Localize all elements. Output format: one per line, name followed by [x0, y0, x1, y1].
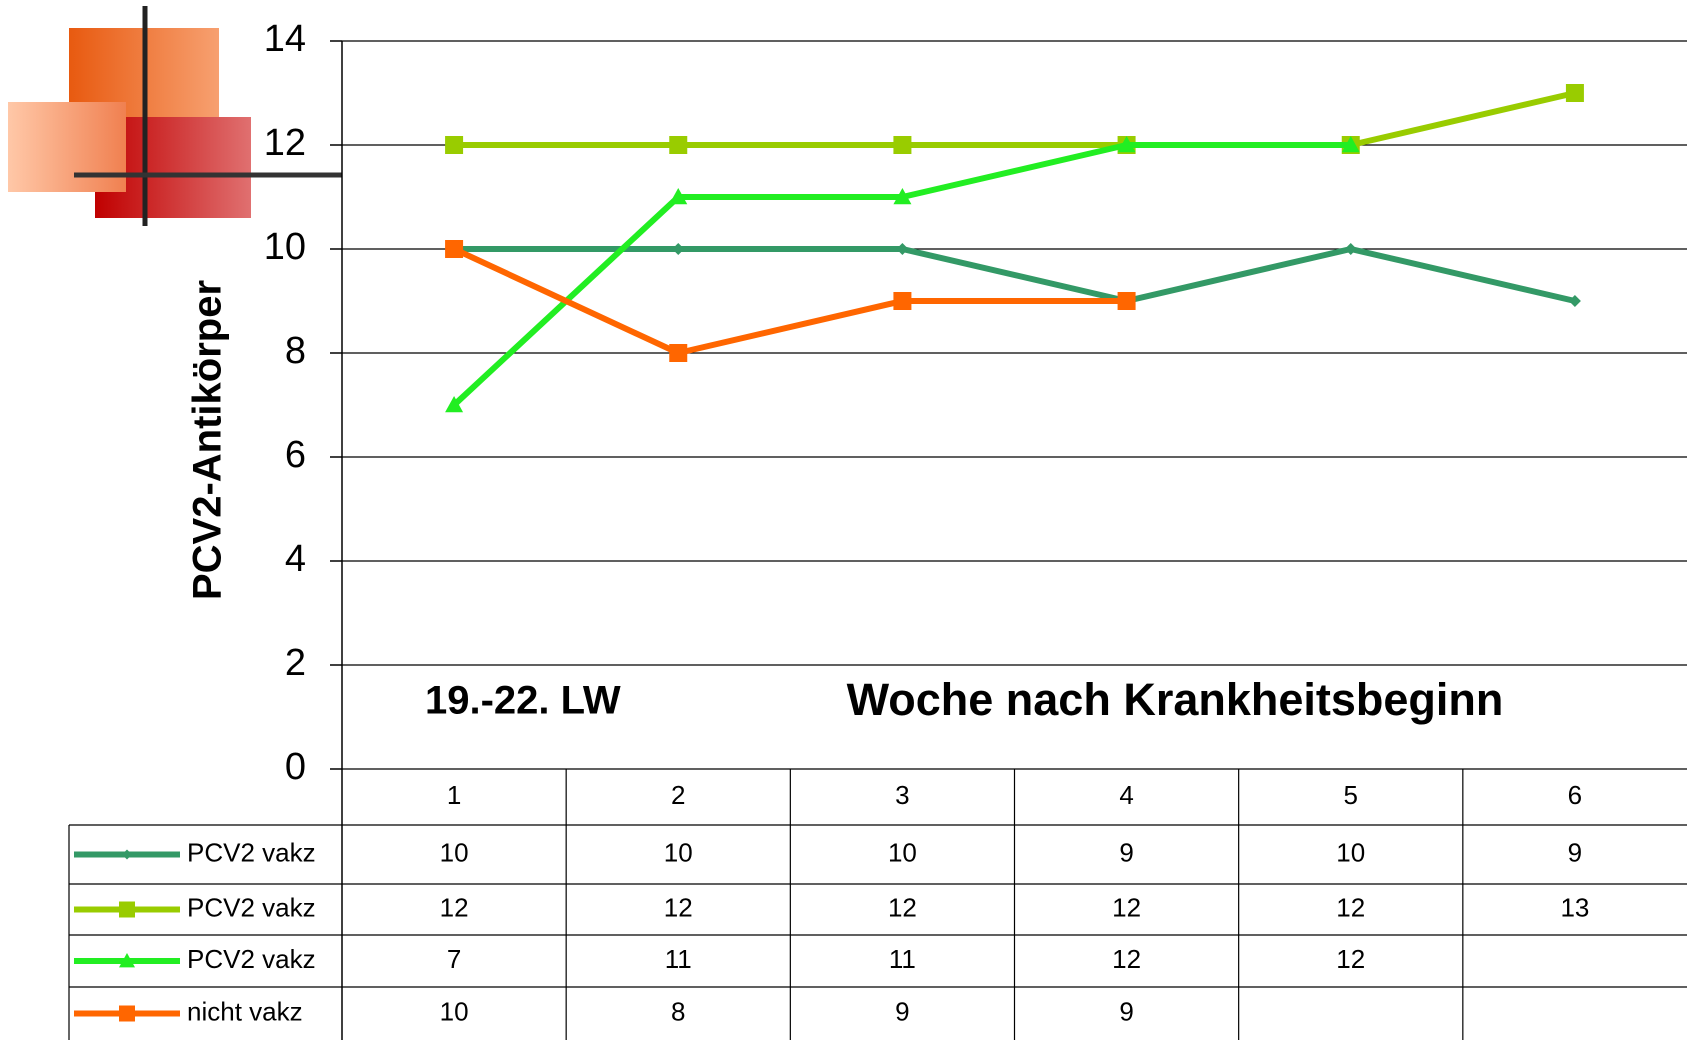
data-point	[893, 136, 911, 154]
data-point	[669, 344, 687, 362]
data-point	[669, 136, 687, 154]
legend-label: PCV2 vakz	[187, 892, 316, 922]
y-tick-label: 10	[264, 226, 306, 268]
table-value: 11	[889, 944, 916, 974]
table-value: 10	[440, 996, 469, 1026]
x-tick-label: 4	[1119, 780, 1133, 810]
series-line	[454, 93, 1575, 145]
legend-marker	[119, 1006, 135, 1022]
table-value: 12	[440, 892, 469, 922]
x-tick-label: 2	[671, 780, 685, 810]
x-tick-label: 6	[1568, 780, 1582, 810]
data-point	[1345, 243, 1357, 255]
table-value: 10	[664, 837, 693, 867]
data-point	[1118, 292, 1136, 310]
table-value: 12	[888, 892, 917, 922]
table-value: 10	[1336, 837, 1365, 867]
legend-label: PCV2 vakz	[187, 837, 316, 867]
x-tick-label: 5	[1344, 780, 1358, 810]
data-point	[1569, 295, 1581, 307]
y-tick-label: 14	[264, 18, 306, 60]
y-tick-label: 8	[285, 330, 306, 372]
table-value: 13	[1560, 892, 1589, 922]
x-tick-label: 1	[447, 780, 461, 810]
table-value: 8	[671, 996, 685, 1026]
table-value: 10	[888, 837, 917, 867]
chart: PCV2-Antikörper 19.-22. LW Woche nach Kr…	[0, 0, 1687, 1040]
series-line	[454, 249, 1127, 353]
table-value: 12	[1336, 944, 1365, 974]
series-line	[454, 145, 1351, 405]
table-value: 12	[664, 892, 693, 922]
table-value: 12	[1112, 892, 1141, 922]
data-point	[445, 240, 463, 258]
data-point	[896, 243, 908, 255]
table-value: 12	[1112, 944, 1141, 974]
table-value: 11	[665, 944, 692, 974]
data-point	[1566, 84, 1584, 102]
y-axis-label: PCV2-Antikörper	[186, 280, 230, 600]
legend-label: nicht vakz	[187, 996, 303, 1026]
table-value: 10	[440, 837, 469, 867]
data-point	[893, 292, 911, 310]
table-value: 9	[1119, 996, 1133, 1026]
table-value: 7	[447, 944, 461, 974]
annotation: Woche nach Krankheitsbeginn	[847, 674, 1504, 725]
annotation: 19.-22. LW	[425, 679, 621, 723]
legend-label: PCV2 vakz	[187, 944, 316, 974]
y-tick-label: 12	[264, 122, 306, 164]
series-line	[454, 249, 1575, 301]
data-point	[445, 136, 463, 154]
table-value: 9	[1568, 837, 1582, 867]
y-tick-label: 4	[285, 538, 306, 580]
table-value: 12	[1336, 892, 1365, 922]
legend-marker	[122, 850, 132, 860]
table-value: 9	[1119, 837, 1133, 867]
table-value: 9	[895, 996, 909, 1026]
y-tick-label: 6	[285, 434, 306, 476]
y-tick-label: 0	[285, 746, 306, 788]
y-tick-label: 2	[285, 642, 306, 684]
x-tick-label: 3	[895, 780, 909, 810]
data-point	[672, 243, 684, 255]
legend-marker	[119, 902, 135, 918]
